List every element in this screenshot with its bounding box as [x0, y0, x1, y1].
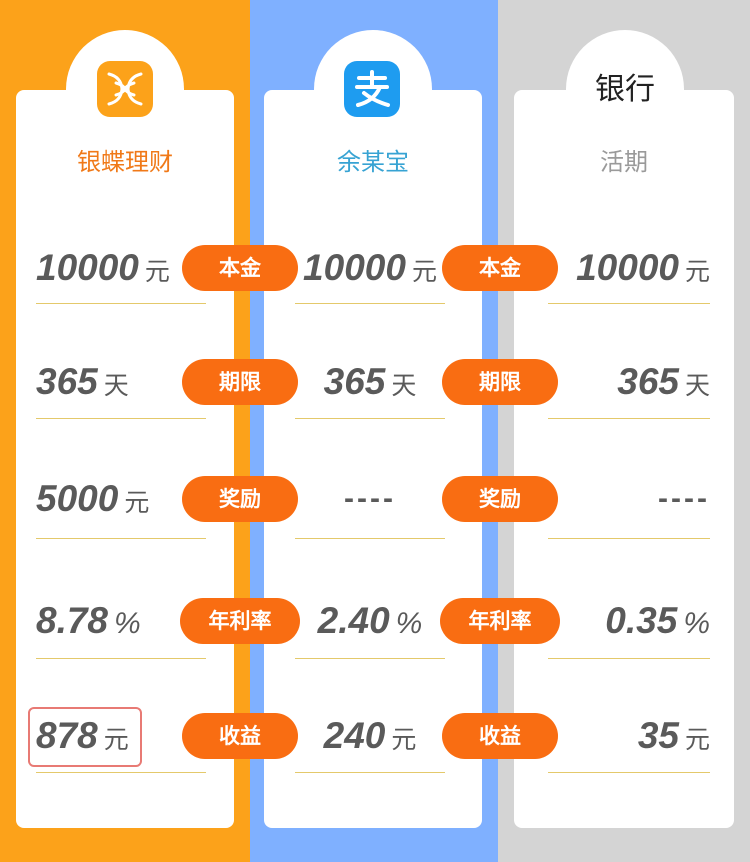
row-divider	[36, 658, 206, 659]
row-label-pill: 年利率	[180, 598, 300, 644]
row-label-pill: 收益	[442, 713, 558, 759]
value-cell: 10000 元	[540, 243, 710, 293]
row-divider	[548, 303, 710, 304]
row-divider	[295, 658, 445, 659]
value-cell: 365 天	[36, 357, 206, 407]
value-unit: 元	[684, 257, 710, 286]
value-cell: 2.40%	[295, 596, 445, 646]
value-cell: ----	[295, 474, 445, 524]
value-number: 0.35	[605, 600, 678, 641]
value-number: 365	[323, 361, 386, 402]
value-cell: 35 元	[540, 711, 710, 761]
value-cell: 365 天	[295, 357, 445, 407]
value-cell: 240 元	[295, 711, 445, 761]
brand-name-yindie: 银蝶理财	[77, 148, 173, 176]
highlight-box	[28, 707, 142, 767]
value-unit: 元	[411, 257, 437, 286]
brand-name-bank: 活期	[600, 148, 648, 176]
row-divider	[36, 303, 206, 304]
row-label-pill: 本金	[182, 245, 298, 291]
row-label-pill: 收益	[182, 713, 298, 759]
row-divider	[295, 418, 445, 419]
row-divider	[548, 772, 710, 773]
value-number: 365	[36, 361, 98, 402]
value-number: 10000	[576, 247, 679, 288]
row-divider	[295, 772, 445, 773]
value-unit: %	[114, 607, 141, 640]
row-label-pill: 奖励	[182, 476, 298, 522]
value-unit: 元	[103, 725, 129, 754]
row-divider	[36, 772, 206, 773]
value-unit: 元	[391, 725, 417, 754]
value-cell: 878 元	[36, 711, 206, 761]
value-unit: 天	[103, 371, 129, 400]
brand-name-yumoubao: 余某宝	[337, 148, 409, 176]
value-number: 35	[637, 715, 679, 756]
value-number: 5000	[36, 478, 119, 519]
row-divider	[295, 538, 445, 539]
alipay-icon	[344, 61, 400, 117]
row-divider	[36, 418, 206, 419]
row-divider	[548, 538, 710, 539]
row-label-pill: 奖励	[442, 476, 558, 522]
row-divider	[295, 303, 445, 304]
butterfly-icon	[97, 61, 153, 117]
card-yumoubao	[264, 90, 482, 828]
value-unit: 元	[124, 488, 150, 517]
value-cell: 5000 元	[36, 474, 206, 524]
value-number: 365	[617, 361, 679, 402]
empty-value-dash: ----	[344, 482, 396, 515]
empty-value-dash: ----	[658, 482, 710, 515]
value-cell: 0.35%	[540, 596, 710, 646]
row-label-pill: 本金	[442, 245, 558, 291]
value-number: 878	[36, 715, 98, 756]
bank-logo-text: 银行	[595, 73, 655, 106]
value-number: 2.40	[317, 600, 390, 641]
value-unit: 天	[391, 371, 417, 400]
card-bank	[514, 90, 734, 828]
row-divider	[548, 658, 710, 659]
row-divider	[548, 418, 710, 419]
value-unit: 元	[144, 257, 170, 286]
value-cell: 365 天	[540, 357, 710, 407]
value-number: 10000	[36, 247, 139, 288]
value-unit: %	[395, 607, 423, 640]
row-divider	[36, 538, 206, 539]
value-number: 8.78	[36, 600, 109, 641]
value-unit: 天	[684, 371, 710, 400]
row-label-pill: 期限	[182, 359, 298, 405]
value-cell: 8.78%	[36, 596, 206, 646]
value-unit: %	[683, 607, 710, 640]
value-number: 240	[323, 715, 386, 756]
value-cell: 10000 元	[36, 243, 206, 293]
value-cell: 10000 元	[295, 243, 445, 293]
card-yindie	[16, 90, 234, 828]
row-label-pill: 年利率	[440, 598, 560, 644]
value-number: 10000	[303, 247, 406, 288]
value-unit: 元	[684, 725, 710, 754]
row-label-pill: 期限	[442, 359, 558, 405]
value-cell: ----	[540, 474, 710, 524]
